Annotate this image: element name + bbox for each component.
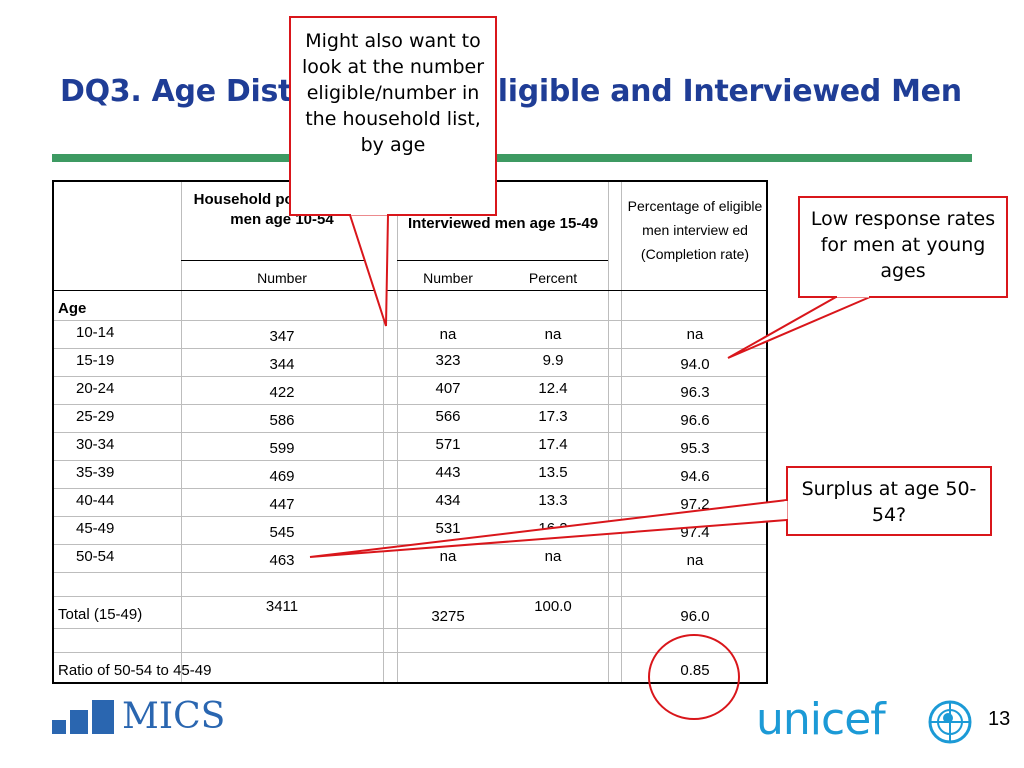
- percent-value: 17.4: [538, 436, 568, 453]
- completion-value: na: [686, 326, 704, 343]
- row-divider: [54, 404, 766, 405]
- percent-value: 9.9: [542, 352, 564, 369]
- data-table: Household population of men age 10-54 In…: [52, 180, 768, 684]
- row-divider: [54, 628, 766, 629]
- row-divider: [54, 460, 766, 461]
- interviewed-value: 566: [435, 408, 461, 425]
- household-value: 447: [269, 496, 295, 513]
- interviewed-value: na: [439, 326, 457, 343]
- unicef-logo: unicef: [756, 694, 886, 745]
- percent-value: 17.3: [538, 408, 568, 425]
- row-divider: [54, 516, 766, 517]
- age-label: 20-24: [76, 380, 115, 397]
- mics-logo: MICS: [52, 696, 226, 737]
- row-divider: [54, 348, 766, 349]
- row-divider: [54, 488, 766, 489]
- slide-title: DQ3. Age Distribution of Eligible and In…: [60, 74, 962, 109]
- row-divider: [54, 572, 766, 573]
- completion-value: 97.4: [680, 524, 710, 541]
- callout-might-also: Might also want to look at the number el…: [289, 16, 497, 216]
- age-label: 25-29: [76, 408, 115, 425]
- interviewed-value: 407: [435, 380, 461, 397]
- mics-logo-text: MICS: [122, 696, 226, 737]
- row-divider: [54, 320, 766, 321]
- percent-value: 13.5: [538, 464, 568, 481]
- percent-value: na: [544, 548, 562, 565]
- callout-surplus: Surplus at age 50-54?: [786, 466, 992, 536]
- age-label: 50-54: [76, 548, 115, 565]
- page-number: 13: [988, 708, 1011, 730]
- total-completion-value: 96.0: [680, 608, 710, 625]
- household-value: 469: [269, 468, 295, 485]
- completion-value: 97.2: [680, 496, 710, 513]
- mics-bar-icon: [52, 720, 66, 734]
- total-percent-value: 100.0: [534, 598, 572, 615]
- age-label: 35-39: [76, 464, 115, 481]
- ratio-label: Ratio of 50-54 to 45-49: [58, 662, 212, 679]
- percent-value: 13.3: [538, 492, 568, 509]
- household-value: 586: [269, 412, 295, 429]
- subheader-percent: Percent: [528, 270, 578, 286]
- header-completion-rate: Percentage of eligible men interview ed …: [627, 198, 763, 262]
- mics-bar-icon: [70, 710, 88, 734]
- household-value: 545: [269, 524, 295, 541]
- household-value: 463: [269, 552, 295, 569]
- interviewed-value: 323: [435, 352, 461, 369]
- age-label: 45-49: [76, 520, 115, 537]
- household-value: 344: [269, 356, 295, 373]
- header-underline: [181, 260, 383, 261]
- interviewed-value: 434: [435, 492, 461, 509]
- completion-value: 94.6: [680, 468, 710, 485]
- row-divider: [54, 544, 766, 545]
- header-interviewed-men: Interviewed men age 15-49: [407, 215, 599, 232]
- interviewed-value: 531: [435, 520, 461, 537]
- mics-bar-icon: [92, 700, 114, 734]
- household-value: 422: [269, 384, 295, 401]
- total-interviewed-value: 3275: [431, 608, 465, 625]
- age-label: 30-34: [76, 436, 115, 453]
- header-underline: [397, 260, 608, 261]
- total-household-value: 3411: [265, 598, 299, 615]
- unicef-emblem-icon: [928, 700, 972, 744]
- interviewed-value: 443: [435, 464, 461, 481]
- percent-value: na: [544, 326, 562, 343]
- unicef-logo-text: unicef: [756, 694, 886, 745]
- age-label: 15-19: [76, 352, 115, 369]
- row-divider: [54, 596, 766, 597]
- header-bottom-border: [54, 290, 766, 291]
- completion-value: na: [686, 552, 704, 569]
- household-value: 347: [269, 328, 295, 345]
- completion-value: 96.3: [680, 384, 710, 401]
- household-value: 599: [269, 440, 295, 457]
- title-underline: [52, 154, 972, 162]
- percent-value: 12.4: [538, 380, 568, 397]
- age-label: 10-14: [76, 324, 115, 341]
- completion-value: 96.6: [680, 412, 710, 429]
- interviewed-value: na: [439, 548, 457, 565]
- age-label: 40-44: [76, 492, 115, 509]
- subheader-number: Number: [257, 270, 307, 286]
- percent-value: 16.2: [538, 520, 568, 537]
- callout-low-response: Low response rates for men at young ages: [798, 196, 1008, 298]
- subheader-number: Number: [423, 270, 473, 286]
- row-divider: [54, 376, 766, 377]
- completion-value: 94.0: [680, 356, 710, 373]
- interviewed-value: 571: [435, 436, 461, 453]
- row-divider: [54, 432, 766, 433]
- ratio-value: 0.85: [680, 662, 710, 679]
- row-divider: [54, 652, 766, 653]
- total-label: Total (15-49): [58, 606, 143, 623]
- completion-value: 95.3: [680, 440, 710, 457]
- section-label-age: Age: [58, 300, 87, 317]
